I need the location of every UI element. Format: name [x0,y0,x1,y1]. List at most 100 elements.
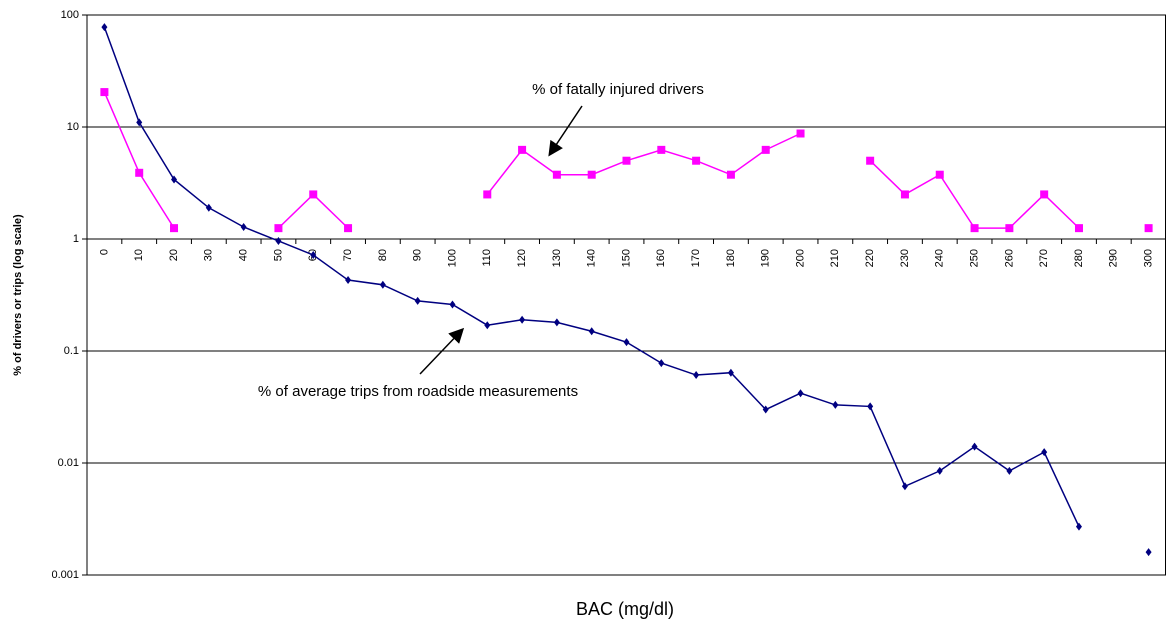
marker [205,203,212,212]
y-axis-label: % of drivers or trips (log scale) [12,214,24,376]
x-tick-label: 150 [620,249,632,267]
marker [553,318,560,327]
marker [971,442,978,451]
marker [867,402,874,411]
series-line [103,91,175,229]
marker [344,224,353,233]
x-tick-label: 0 [98,249,110,255]
x-tick-label: 20 [168,249,180,261]
x-tick-label: 220 [864,249,876,267]
marker [449,300,456,309]
marker [587,170,596,179]
marker [1075,522,1082,531]
marker [518,145,527,154]
marker [170,224,179,233]
marker [866,156,875,165]
marker [1040,190,1049,199]
y-tick-label: 100 [61,9,79,21]
marker [379,280,386,289]
x-tick-label: 80 [377,249,389,261]
marker [275,236,282,245]
x-axis-label: BAC (mg/dl) [576,599,674,619]
marker [1145,548,1152,557]
marker [136,118,143,127]
marker [1074,224,1083,233]
x-tick-label: 210 [829,249,841,267]
marker [1005,224,1014,233]
marker [762,405,769,414]
x-tick-label: 30 [203,249,215,261]
y-tick-label: 0.1 [64,345,79,357]
x-tick-label: 180 [725,249,737,267]
x-tick-label: 230 [899,249,911,267]
series-line [486,132,801,195]
marker [519,315,526,324]
marker [900,190,909,199]
y-tick-label: 0.01 [58,457,79,469]
marker [309,190,318,199]
x-tick-label: 200 [794,249,806,267]
annotation: % of fatally injured drivers [532,81,704,98]
x-tick-label: 130 [551,249,563,267]
marker [240,222,247,231]
x-tick-label: 100 [446,249,458,267]
marker [135,168,144,177]
x-tick-label: 90 [412,249,424,261]
x-tick-label: 170 [690,249,702,267]
marker [1144,224,1153,233]
marker [692,156,701,165]
marker [414,296,421,305]
x-tick-label: 280 [1073,249,1085,267]
x-tick-label: 250 [968,249,980,267]
marker [171,175,178,184]
annotation-arrow [548,105,583,157]
x-tick-label: 240 [934,249,946,267]
marker [552,170,561,179]
marker [101,23,108,32]
y-tick-label: 0.001 [51,569,79,581]
marker [657,145,666,154]
series-line [277,193,349,229]
marker [936,466,943,475]
marker [483,190,492,199]
x-tick-label: 10 [133,249,145,261]
annotation-arrow [419,327,465,375]
y-tick-label: 1 [73,233,79,245]
marker [1006,466,1013,475]
marker [727,368,734,377]
x-tick-label: 190 [760,249,772,267]
x-tick-label: 140 [586,249,598,267]
marker [658,359,665,368]
marker [588,327,595,336]
marker [622,156,631,165]
y-tick-label: 10 [67,121,79,133]
marker [726,170,735,179]
marker [310,250,317,259]
x-tick-label: 270 [1038,249,1050,267]
marker [797,389,804,398]
marker [832,400,839,409]
marker [274,224,283,233]
x-tick-label: 260 [1003,249,1015,267]
marker [484,321,491,330]
marker [1041,448,1048,457]
marker [100,88,109,97]
marker [796,129,805,138]
x-tick-label: 300 [1143,249,1155,267]
annotation: % of average trips from roadside measure… [258,383,578,400]
marker [761,145,770,154]
x-tick-label: 160 [655,249,667,267]
marker [935,170,944,179]
x-tick-label: 290 [1108,249,1120,267]
marker [693,371,700,380]
marker [345,276,352,285]
x-tick-label: 40 [238,249,250,261]
marker [623,338,630,347]
x-tick-label: 110 [481,249,493,267]
marker [901,482,908,491]
marker [970,224,979,233]
series-line [103,26,1080,528]
x-tick-label: 120 [516,249,528,267]
x-tick-label: 50 [272,249,284,261]
